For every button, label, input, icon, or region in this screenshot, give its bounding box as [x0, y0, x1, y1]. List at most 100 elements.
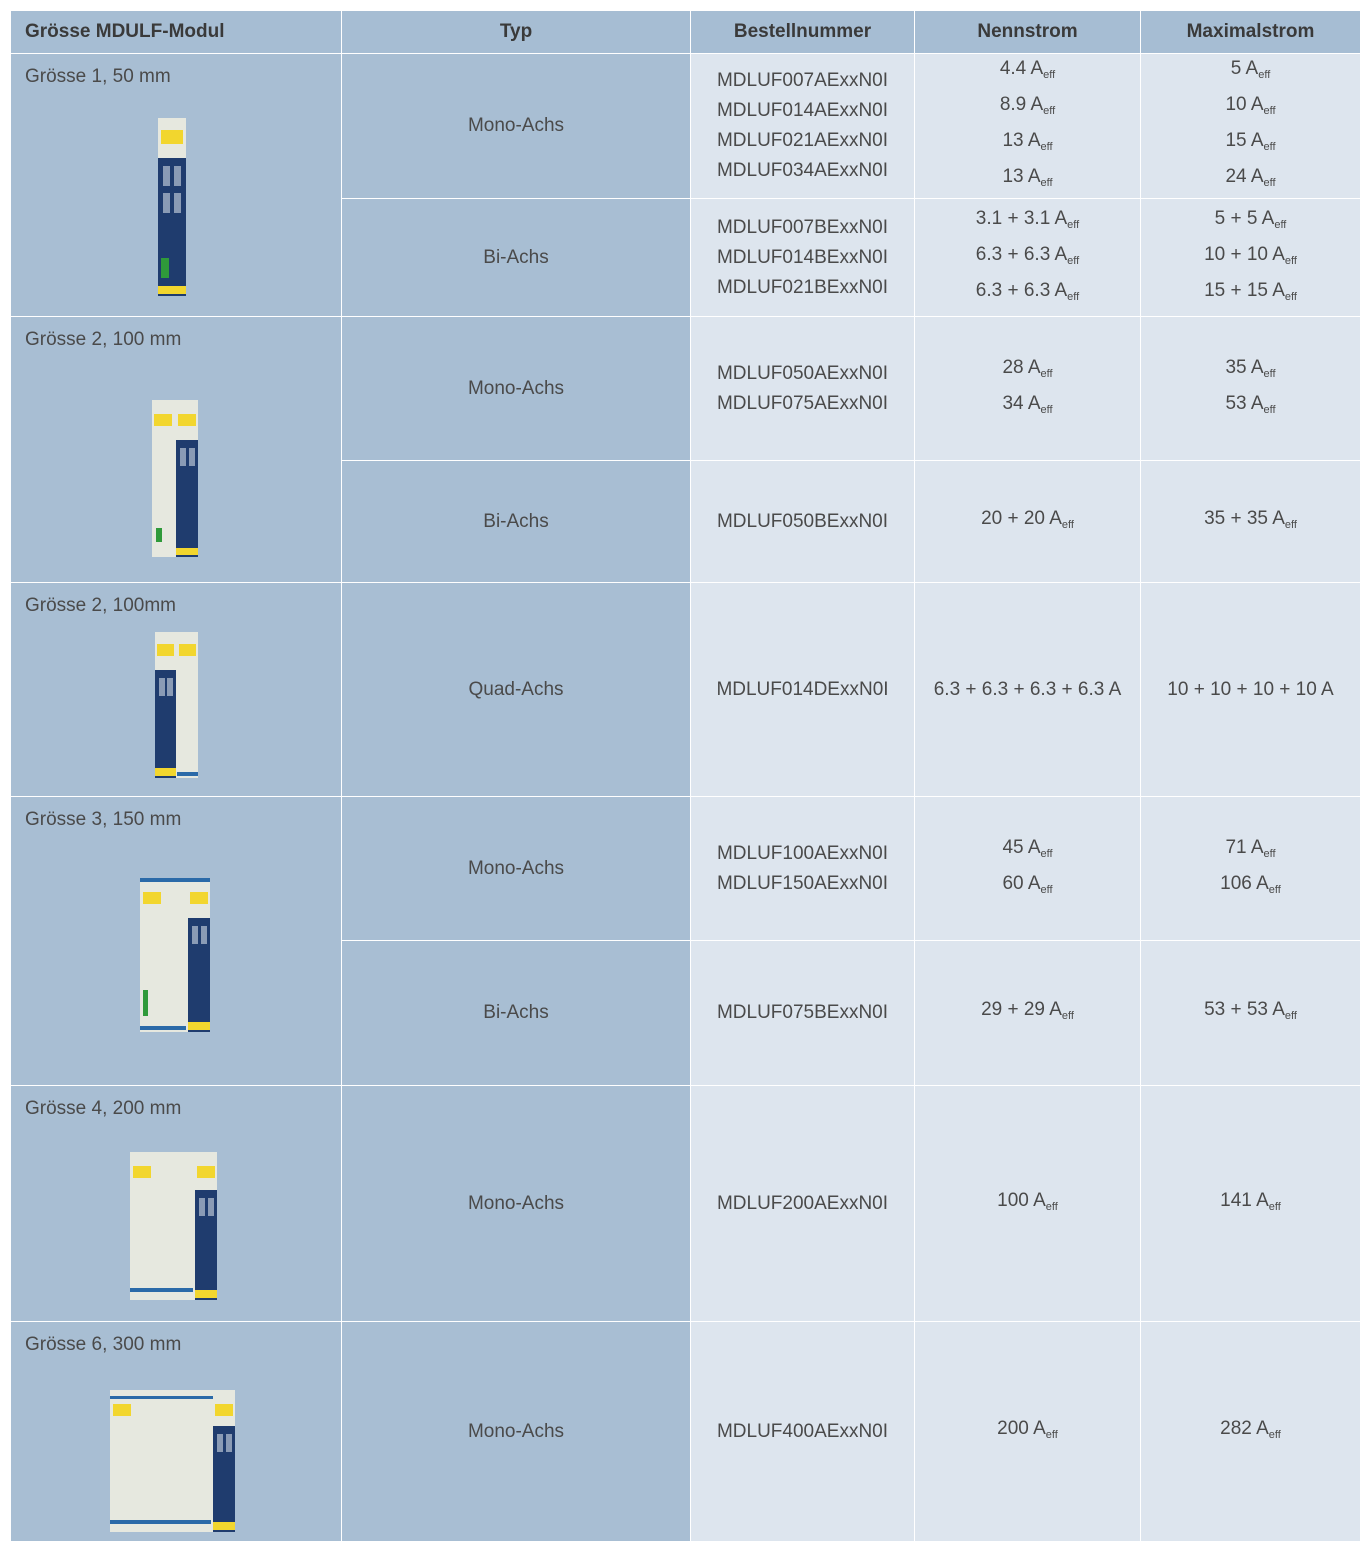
- max-current: 10 + 10 Aeff: [1141, 240, 1360, 276]
- unit-subscript: eff: [1264, 404, 1276, 416]
- nominal-current-text: 29 + 29 A: [981, 999, 1062, 1020]
- unit-subscript: eff: [1264, 177, 1276, 189]
- nominal-current: 4.4 Aeff: [915, 54, 1140, 90]
- size-label: Grösse 6, 300 mm: [25, 1334, 341, 1356]
- max-current-text: 5 + 5 A: [1215, 208, 1275, 229]
- order-number: MDLUF034AExxN0I: [691, 156, 914, 186]
- unit-subscript: eff: [1043, 69, 1055, 81]
- max-current: 15 + 15 Aeff: [1141, 276, 1360, 312]
- nominal-current-text: 45 A: [1002, 837, 1040, 858]
- max-current: 141 Aeff: [1141, 1186, 1360, 1222]
- nominal-current: 13 Aeff: [915, 126, 1140, 162]
- unit-subscript: eff: [1264, 848, 1276, 860]
- unit-subscript: eff: [1041, 177, 1053, 189]
- unit-subscript: eff: [1269, 1429, 1281, 1441]
- nominal-current-text: 6.3 + 6.3 + 6.3 + 6.3 A: [934, 679, 1122, 700]
- order-number-cell: MDLUF050BExxN0I: [691, 461, 915, 583]
- max-current-text: 141 A: [1220, 1190, 1269, 1211]
- unit-subscript: eff: [1041, 404, 1053, 416]
- order-number: MDLUF021BExxN0I: [691, 273, 914, 303]
- type-cell: Mono-Achs: [342, 1322, 691, 1542]
- header-cell: Grösse MDULF-Modul: [11, 11, 342, 54]
- max-current: 5 + 5 Aeff: [1141, 204, 1360, 240]
- nominal-current: 100 Aeff: [915, 1186, 1140, 1222]
- order-number: MDLUF075AExxN0I: [691, 389, 914, 419]
- type-cell: Quad-Achs: [342, 583, 691, 797]
- nominal-current-text: 6.3 + 6.3 A: [976, 280, 1067, 301]
- module-image: [158, 118, 186, 296]
- nominal-current: 8.9 Aeff: [915, 90, 1140, 126]
- size-label: Grösse 1, 50 mm: [25, 66, 341, 88]
- nominal-current: 3.1 + 3.1 Aeff: [915, 204, 1140, 240]
- unit-subscript: eff: [1067, 291, 1079, 303]
- order-number: MDLUF075BExxN0I: [691, 998, 914, 1028]
- max-current-text: 10 + 10 + 10 + 10 A: [1167, 679, 1333, 700]
- unit-subscript: eff: [1046, 1429, 1058, 1441]
- nominal-current-text: 200 A: [997, 1418, 1046, 1439]
- nominal-current-text: 3.1 + 3.1 A: [976, 208, 1067, 229]
- order-number: MDLUF050BExxN0I: [691, 507, 914, 537]
- max-current-text: 5 A: [1231, 58, 1258, 79]
- max-current: 10 + 10 + 10 + 10 A: [1141, 675, 1360, 705]
- module-image: [152, 400, 198, 557]
- nominal-current: 6.3 + 6.3 + 6.3 + 6.3 A: [915, 675, 1140, 705]
- max-current-text: 35 + 35 A: [1204, 508, 1285, 529]
- unit-subscript: eff: [1041, 368, 1053, 380]
- unit-subscript: eff: [1264, 105, 1276, 117]
- nominal-current-text: 34 A: [1002, 393, 1040, 414]
- order-number-cell: MDLUF075BExxN0I: [691, 941, 915, 1086]
- module-image: [110, 1390, 235, 1532]
- unit-subscript: eff: [1043, 105, 1055, 117]
- nominal-current-text: 20 + 20 A: [981, 508, 1062, 529]
- order-number-cell: MDLUF400AExxN0I: [691, 1322, 915, 1542]
- max-current-text: 10 + 10 A: [1204, 244, 1285, 265]
- nominal-current: 34 Aeff: [915, 389, 1140, 425]
- type-cell: Mono-Achs: [342, 1086, 691, 1322]
- type-cell: Mono-Achs: [342, 797, 691, 941]
- nominal-current-cell: 100 Aeff: [915, 1086, 1141, 1322]
- max-current: 15 Aeff: [1141, 126, 1360, 162]
- module-image: [155, 632, 198, 778]
- unit-subscript: eff: [1067, 255, 1079, 267]
- max-current-text: 24 A: [1225, 166, 1263, 187]
- unit-subscript: eff: [1258, 69, 1270, 81]
- size-label: Grösse 2, 100mm: [25, 595, 341, 617]
- unit-subscript: eff: [1041, 884, 1053, 896]
- max-current: 10 Aeff: [1141, 90, 1360, 126]
- nominal-current: 13 Aeff: [915, 162, 1140, 198]
- unit-subscript: eff: [1285, 291, 1297, 303]
- max-current: 53 + 53 Aeff: [1141, 995, 1360, 1031]
- max-current-text: 71 A: [1225, 837, 1263, 858]
- max-current-cell: 71 Aeff 106 Aeff: [1141, 797, 1360, 941]
- max-current: 106 Aeff: [1141, 869, 1360, 905]
- size-label: Grösse 2, 100 mm: [25, 329, 341, 351]
- order-number: MDLUF050AExxN0I: [691, 359, 914, 389]
- order-number: MDLUF400AExxN0I: [691, 1417, 914, 1447]
- nominal-current-text: 60 A: [1002, 873, 1040, 894]
- nominal-current: 20 + 20 Aeff: [915, 504, 1140, 540]
- unit-subscript: eff: [1285, 255, 1297, 267]
- nominal-current: 29 + 29 Aeff: [915, 995, 1140, 1031]
- max-current: 282 Aeff: [1141, 1414, 1360, 1450]
- nominal-current-cell: 20 + 20 Aeff: [915, 461, 1141, 583]
- type-cell: Bi-Achs: [342, 941, 691, 1086]
- nominal-current-text: 4.4 A: [1000, 58, 1043, 79]
- order-number-cell: MDLUF200AExxN0I: [691, 1086, 915, 1322]
- order-number: MDLUF014BExxN0I: [691, 243, 914, 273]
- unit-subscript: eff: [1274, 219, 1286, 231]
- max-current-text: 10 A: [1225, 94, 1263, 115]
- max-current-cell: 35 + 35 Aeff: [1141, 461, 1360, 583]
- nominal-current-text: 8.9 A: [1000, 94, 1043, 115]
- unit-subscript: eff: [1269, 1201, 1281, 1213]
- nominal-current-text: 100 A: [997, 1190, 1046, 1211]
